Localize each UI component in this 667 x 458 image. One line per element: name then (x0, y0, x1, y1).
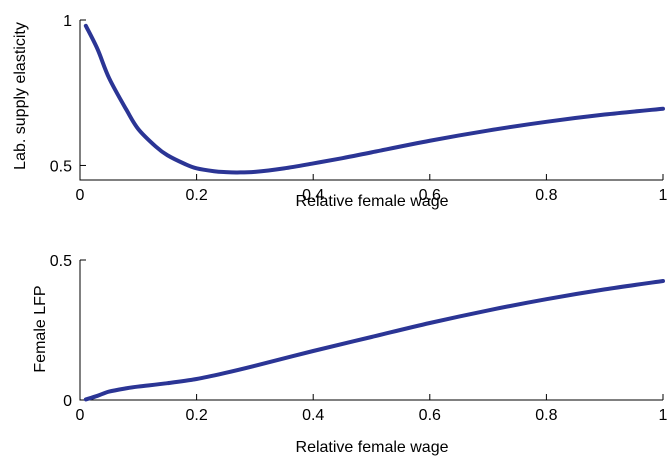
top-chart-xtick-label: 0 (76, 187, 85, 204)
bottom-chart-axis-lines (79, 260, 663, 401)
bottom-chart-xtick-label: 0.2 (185, 407, 207, 424)
bottom-chart-ytick-label: 0 (63, 393, 72, 410)
top-chart-axis-lines (79, 20, 663, 181)
top-chart-ylabel: Lab. supply elasticity (12, 22, 29, 170)
bottom-chart-xlabel: Relative female wage (296, 439, 449, 456)
bottom-chart-series-line (83, 279, 665, 402)
top-chart-series-line (83, 23, 665, 175)
bottom-chart-xtick-label: 0.4 (302, 407, 324, 424)
bottom-chart-plot-area (83, 279, 665, 402)
top-chart-plot-area (83, 23, 665, 175)
top-chart-ytick-label: 0.5 (50, 158, 72, 175)
bottom-chart-xtick-label: 0 (76, 407, 85, 424)
top-chart: Lab. supply elasticity Relative female w… (12, 13, 667, 210)
top-chart-xtick-label: 0.4 (302, 187, 324, 204)
top-chart-xtick-label: 1 (659, 187, 667, 204)
top-chart-xtick-label: 0.2 (185, 187, 207, 204)
top-chart-axes (79, 20, 663, 181)
bottom-chart-axes (79, 260, 663, 401)
bottom-chart-xtick-label: 1 (659, 407, 667, 424)
top-chart-ytick-label: 1 (63, 13, 72, 30)
bottom-chart-ytick-label: 0.5 (50, 253, 72, 270)
bottom-chart-ylabel: Female LFP (32, 285, 49, 372)
top-chart-xtick-label: 0.6 (419, 187, 441, 204)
top-chart-xlabel: Relative female wage (296, 193, 449, 210)
bottom-chart: Female LFP Relative female wage 0 0.2 0.4 0… (32, 253, 667, 456)
bottom-chart-xtick-label: 0.6 (419, 407, 441, 424)
bottom-chart-xtick-label: 0.8 (535, 407, 557, 424)
top-chart-ticks: 0 0.2 0.4 0.6 0.8 1 0.5 1 (50, 13, 667, 204)
bottom-chart-ticks: 0 0.2 0.4 0.6 0.8 1 0 0.5 (50, 253, 667, 424)
top-chart-xtick-label: 0.8 (535, 187, 557, 204)
